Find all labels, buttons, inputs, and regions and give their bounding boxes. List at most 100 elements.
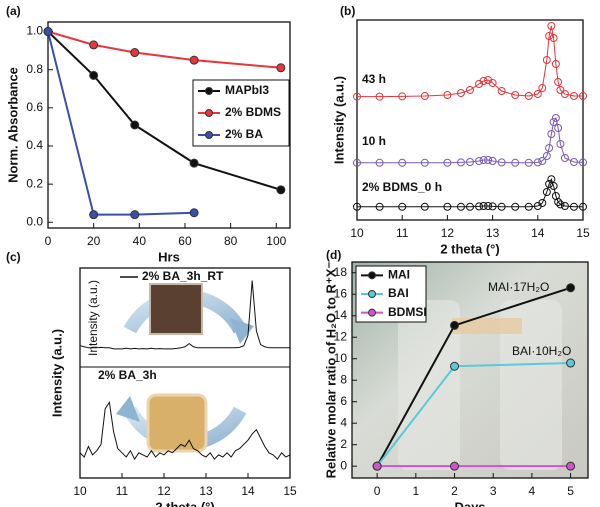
data-point bbox=[189, 55, 199, 65]
series-line bbox=[357, 116, 584, 164]
data-point bbox=[579, 92, 587, 100]
data-point bbox=[130, 48, 140, 58]
x-tick-label: 1 bbox=[412, 484, 419, 498]
x-tick-label: 12 bbox=[157, 484, 171, 498]
y-tick-label: 8 bbox=[340, 372, 347, 386]
plot-frame bbox=[47, 21, 291, 229]
data-point bbox=[484, 156, 493, 164]
data-point bbox=[556, 140, 565, 148]
y-tick-label: 12 bbox=[334, 329, 348, 343]
data-point bbox=[450, 320, 460, 330]
plot-frame bbox=[79, 267, 291, 479]
data-point bbox=[554, 124, 563, 132]
legend-marker bbox=[205, 109, 213, 117]
y-tick-label: 14 bbox=[334, 308, 348, 322]
panel-label: (d) bbox=[326, 248, 341, 262]
vial bbox=[500, 300, 562, 470]
annotation: BAI·10H₂O bbox=[512, 344, 571, 358]
y-tick-label: 2 bbox=[340, 437, 347, 451]
x-tick-label: 60 bbox=[178, 234, 192, 248]
legend-label: MAI bbox=[388, 268, 410, 282]
data-point bbox=[450, 461, 460, 471]
data-point bbox=[43, 27, 53, 37]
data-point bbox=[398, 92, 407, 101]
data-point bbox=[560, 202, 569, 210]
data-point bbox=[443, 91, 452, 99]
data-point bbox=[89, 210, 99, 220]
data-point bbox=[569, 202, 578, 211]
y-tick-label: 0.4 bbox=[26, 138, 43, 152]
inner-y-axis-label: Intensity (a.u.) bbox=[86, 280, 100, 356]
data-point bbox=[533, 90, 542, 98]
y-axis-label: Norm. Absorbance bbox=[5, 67, 20, 183]
data-point bbox=[488, 202, 497, 211]
y-tick-label: 0 bbox=[340, 458, 347, 472]
series-line bbox=[79, 280, 290, 350]
data-point bbox=[353, 202, 361, 211]
x-tick-label: 100 bbox=[266, 234, 286, 248]
data-point bbox=[479, 77, 488, 85]
annotation: MAI·17H₂O bbox=[488, 280, 549, 294]
x-tick-label: 0 bbox=[374, 484, 381, 498]
data-point bbox=[569, 158, 578, 166]
data-point bbox=[524, 92, 533, 100]
y-tick-label: 4 bbox=[340, 415, 347, 429]
data-point bbox=[542, 152, 551, 160]
data-point bbox=[542, 188, 551, 196]
data-point bbox=[579, 202, 587, 211]
film-photo bbox=[149, 283, 203, 335]
plot-frame bbox=[351, 261, 589, 479]
data-point bbox=[456, 158, 465, 167]
legend-label: BDMSI bbox=[388, 305, 427, 319]
data-point bbox=[547, 22, 556, 30]
data-point bbox=[189, 208, 199, 218]
data-point bbox=[475, 202, 484, 211]
data-point bbox=[497, 202, 506, 211]
legend-marker bbox=[205, 131, 213, 139]
y-tick-label: 0.0 bbox=[26, 214, 43, 228]
x-tick-label: 20 bbox=[87, 234, 101, 248]
x-tick-label: 15 bbox=[576, 226, 590, 240]
y-tick-label: 18 bbox=[334, 265, 348, 279]
data-point bbox=[466, 158, 474, 166]
data-point bbox=[372, 461, 382, 471]
series-label: 2% BDMS_0 h bbox=[362, 180, 442, 194]
data-point bbox=[353, 92, 361, 101]
data-point bbox=[420, 158, 429, 167]
data-point bbox=[375, 158, 384, 167]
series-label: 10 h bbox=[362, 134, 386, 148]
data-point bbox=[276, 185, 286, 195]
legend-label: 2% BDMS bbox=[225, 105, 281, 119]
x-tick-label: 0 bbox=[45, 234, 52, 248]
y-axis-label: Relative molar ratio of H₂O to R⁺X⁻ bbox=[323, 262, 338, 479]
data-point bbox=[189, 158, 199, 168]
data-point bbox=[566, 461, 576, 471]
x-tick-label: 4 bbox=[529, 484, 536, 498]
arrow-head bbox=[230, 318, 254, 344]
y-axis-label: Intensity (a.u.) bbox=[49, 329, 64, 417]
data-point bbox=[556, 86, 565, 94]
data-point bbox=[554, 78, 563, 86]
data-point bbox=[484, 202, 493, 210]
data-point bbox=[538, 157, 547, 165]
data-point bbox=[511, 91, 520, 99]
panel-label: (a) bbox=[6, 4, 21, 18]
y-tick-label: 6 bbox=[340, 394, 347, 408]
data-point bbox=[560, 154, 569, 162]
y-tick-label: 16 bbox=[334, 286, 348, 300]
panel-label: (c) bbox=[6, 250, 21, 264]
y-tick-label: 0.8 bbox=[26, 62, 43, 76]
data-point bbox=[420, 202, 429, 211]
x-tick-label: 13 bbox=[486, 226, 500, 240]
data-point bbox=[398, 202, 407, 211]
x-tick-label: 12 bbox=[441, 226, 455, 240]
x-axis-label: Hrs bbox=[158, 249, 180, 264]
series-label: 43 h bbox=[362, 72, 386, 86]
x-tick-label: 80 bbox=[224, 234, 238, 248]
data-point bbox=[276, 63, 286, 73]
data-point bbox=[353, 158, 361, 167]
data-point bbox=[130, 210, 140, 220]
data-point bbox=[549, 182, 558, 190]
x-tick-label: 14 bbox=[531, 226, 545, 240]
data-point bbox=[551, 114, 560, 122]
